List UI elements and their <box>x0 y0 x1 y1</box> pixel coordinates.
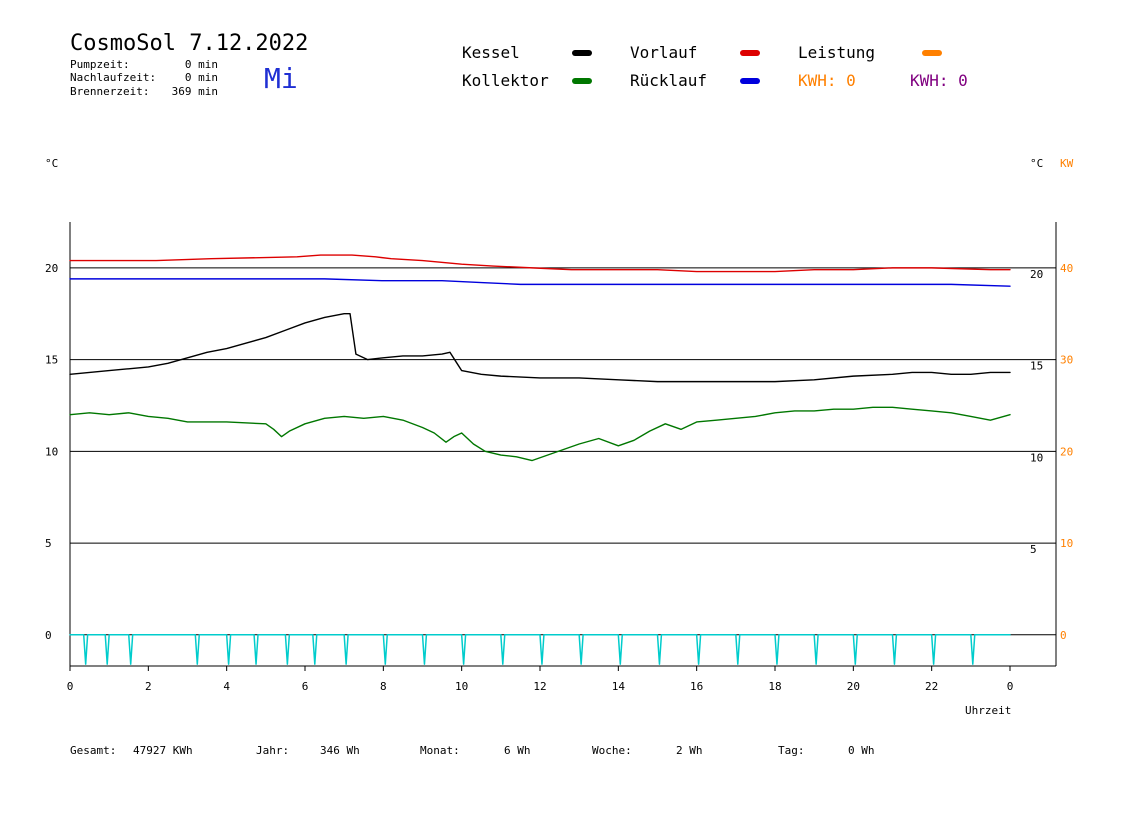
right-tick-label: 15 <box>1030 360 1043 373</box>
left-tick-label: 5 <box>45 537 52 550</box>
pump-time-value: 0 min <box>185 58 218 71</box>
legend-label-kollektor: Kollektor <box>462 71 549 90</box>
legend-label-ruecklauf: Rücklauf <box>630 71 707 90</box>
pump-time-label: Pumpzeit: <box>70 58 130 71</box>
left-axis-ticks: 0 5 10 15 20 <box>45 262 58 642</box>
series-leistung-line <box>69 634 1011 665</box>
legend-label-kessel: Kessel <box>462 43 520 62</box>
series-kollektor-line <box>69 406 1011 462</box>
right-tick-label: 10 <box>1030 451 1043 464</box>
header: CosmoSol 7.12.2022 Pumpzeit: 0 min Nachl… <box>70 31 308 98</box>
right-tick-label: 5 <box>1030 543 1037 556</box>
legend-swatch-kessel <box>572 50 592 56</box>
legend-label-leistung: Leistung <box>798 43 875 62</box>
legend-swatch-kollektor <box>572 78 592 84</box>
x-tick-label: 0 <box>1007 680 1014 693</box>
right-unit-label: °C <box>1030 157 1043 170</box>
x-axis-label: Uhrzeit <box>965 704 1011 717</box>
right-power-unit-label: KW <box>1060 157 1074 170</box>
series-rücklauf-line <box>69 278 1011 287</box>
footer-monat-label: Monat: <box>420 744 460 757</box>
legend-kwh-orange: KWH: 0 <box>798 71 856 90</box>
x-tick-label: 12 <box>533 680 546 693</box>
series-vorlauf-line <box>69 254 1011 273</box>
legend-kwh-purple: KWH: 0 <box>910 71 968 90</box>
left-unit-label: °C <box>45 157 58 170</box>
x-tick-label: 18 <box>768 680 781 693</box>
page-title: CosmoSol 7.12.2022 <box>70 31 308 56</box>
afterrun-time-label: Nachlaufzeit: <box>70 71 156 84</box>
x-tick-label: 2 <box>145 680 152 693</box>
burner-time-value: 369 min <box>172 85 218 98</box>
footer-woche-label: Woche: <box>592 744 632 757</box>
x-tick-label: 14 <box>612 680 626 693</box>
footer-gesamt-value: 47927 KWh <box>133 744 193 757</box>
footer-tag-label: Tag: <box>778 744 805 757</box>
left-tick-label: 20 <box>45 262 58 275</box>
footer-jahr-label: Jahr: <box>256 744 289 757</box>
plot-area: 0 2 4 6 8 10 12 14 16 18 20 22 0 0 5 10 15 20 5 10 15 20 0 1… <box>45 222 1073 693</box>
footer: Gesamt: 47927 KWh Jahr: 346 Wh Monat: 6 … <box>70 744 875 757</box>
legend-label-vorlauf: Vorlauf <box>630 43 697 62</box>
legend-swatch-ruecklauf <box>740 78 760 84</box>
legend-swatch-vorlauf <box>740 50 760 56</box>
legend: Kessel Vorlauf Leistung Kollektor Rückla… <box>462 43 968 90</box>
power-tick-label: 0 <box>1060 629 1067 642</box>
afterrun-time-value: 0 min <box>185 71 218 84</box>
footer-jahr-value: 346 Wh <box>320 744 360 757</box>
series-layer <box>69 254 1011 665</box>
x-tick-label: 0 <box>67 680 74 693</box>
power-tick-label: 40 <box>1060 262 1073 275</box>
burner-time-label: Brennerzeit: <box>70 85 149 98</box>
footer-gesamt-label: Gesamt: <box>70 744 116 757</box>
x-tick-label: 4 <box>223 680 230 693</box>
power-axis-ticks: 0 10 20 30 40 <box>1060 262 1073 642</box>
right-axis-ticks: 5 10 15 20 <box>1030 268 1043 556</box>
footer-monat-value: 6 Wh <box>504 744 531 757</box>
units: °C °C KW <box>45 157 1074 170</box>
legend-swatch-leistung <box>922 50 942 56</box>
x-tick-label: 10 <box>455 680 468 693</box>
footer-tag-value: 0 Wh <box>848 744 875 757</box>
left-tick-label: 0 <box>45 629 52 642</box>
x-tick-label: 8 <box>380 680 387 693</box>
series-kessel-line <box>69 313 1011 383</box>
power-tick-label: 30 <box>1060 354 1073 367</box>
x-tick-label: 16 <box>690 680 703 693</box>
power-tick-label: 20 <box>1060 445 1073 458</box>
right-tick-label: 20 <box>1030 268 1043 281</box>
x-tick-label: 22 <box>925 680 938 693</box>
x-axis-ticks: 0 2 4 6 8 10 12 14 16 18 20 22 0 <box>67 666 1014 693</box>
footer-woche-value: 2 Wh <box>676 744 703 757</box>
weekday-label: Mi <box>264 62 298 95</box>
left-tick-label: 15 <box>45 354 58 367</box>
x-tick-label: 6 <box>302 680 309 693</box>
left-tick-label: 10 <box>45 445 58 458</box>
power-tick-label: 10 <box>1060 537 1073 550</box>
x-tick-label: 20 <box>847 680 860 693</box>
